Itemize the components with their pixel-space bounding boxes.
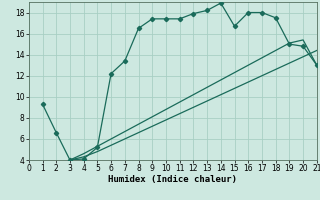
X-axis label: Humidex (Indice chaleur): Humidex (Indice chaleur) [108,175,237,184]
